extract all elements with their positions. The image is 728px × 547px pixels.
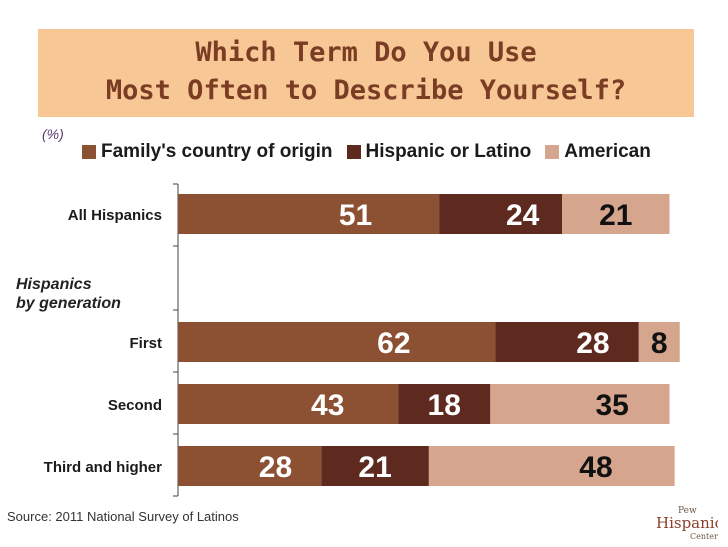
bar-value-label: 51 xyxy=(339,199,372,232)
logo-text-1: Pew xyxy=(678,506,697,516)
chart-title-line-1: Which Term Do You Use xyxy=(195,37,537,68)
chart-title-line-2: Most Often to Describe Yourself? xyxy=(105,75,627,106)
bar-hispanic xyxy=(439,194,562,234)
category-label: First xyxy=(129,335,162,352)
bar-american xyxy=(490,384,670,424)
legend: Family's country of origin Hispanic or L… xyxy=(82,140,665,164)
bar-value-label: 21 xyxy=(599,199,632,232)
bar-american xyxy=(428,446,675,486)
legend-label-american: American xyxy=(564,141,651,162)
bar-value-label: 24 xyxy=(506,199,540,232)
bar-hispanic xyxy=(398,384,491,424)
unit-note: (%) xyxy=(42,126,64,142)
source-note: Source: 2011 National Survey of Latinos xyxy=(7,509,239,524)
bar-family xyxy=(178,322,496,362)
group-label-line-1: Hispanics xyxy=(16,276,92,293)
legend-label-family: Family's country of origin xyxy=(101,141,333,162)
bar-value-label: 8 xyxy=(651,327,668,360)
category-label: All Hispanics xyxy=(68,207,162,224)
logo-text-2: Hispanic xyxy=(656,514,718,532)
category-label: Third and higher xyxy=(44,459,162,476)
bar-american xyxy=(562,194,670,234)
bar-value-label: 18 xyxy=(428,389,461,422)
group-label-line-2: by generation xyxy=(16,295,121,312)
legend-swatch-family xyxy=(82,145,96,159)
bar-family xyxy=(178,194,440,234)
bar-hispanic xyxy=(321,446,429,486)
bar-value-label: 62 xyxy=(377,327,410,360)
logo-text-3: Center xyxy=(690,532,718,541)
bar-american xyxy=(638,322,680,362)
bar-hispanic xyxy=(495,322,639,362)
bar-value-label: 35 xyxy=(595,389,628,422)
bar-value-label: 28 xyxy=(576,327,609,360)
legend-item-hispanic: Hispanic or Latino xyxy=(346,141,532,163)
legend-item-american: American xyxy=(545,141,651,163)
legend-item-family: Family's country of origin xyxy=(82,141,333,163)
generation-group-label: Hispanics by generation xyxy=(16,275,121,313)
legend-label-hispanic: Hispanic or Latino xyxy=(365,141,532,162)
bar-family xyxy=(178,446,322,486)
pew-hispanic-center-logo: Pew Hispanic Center xyxy=(652,502,723,542)
legend-swatch-hispanic xyxy=(346,145,361,159)
title-banner: Which Term Do You Use Most Often to Desc… xyxy=(38,29,694,117)
bar-value-label: 28 xyxy=(259,451,292,484)
bar-value-label: 48 xyxy=(579,451,612,484)
bar-value-label: 43 xyxy=(311,389,344,422)
bar-family xyxy=(178,384,399,424)
bar-value-label: 21 xyxy=(358,451,391,484)
category-label: Second xyxy=(108,397,162,414)
legend-swatch-american xyxy=(545,145,560,159)
